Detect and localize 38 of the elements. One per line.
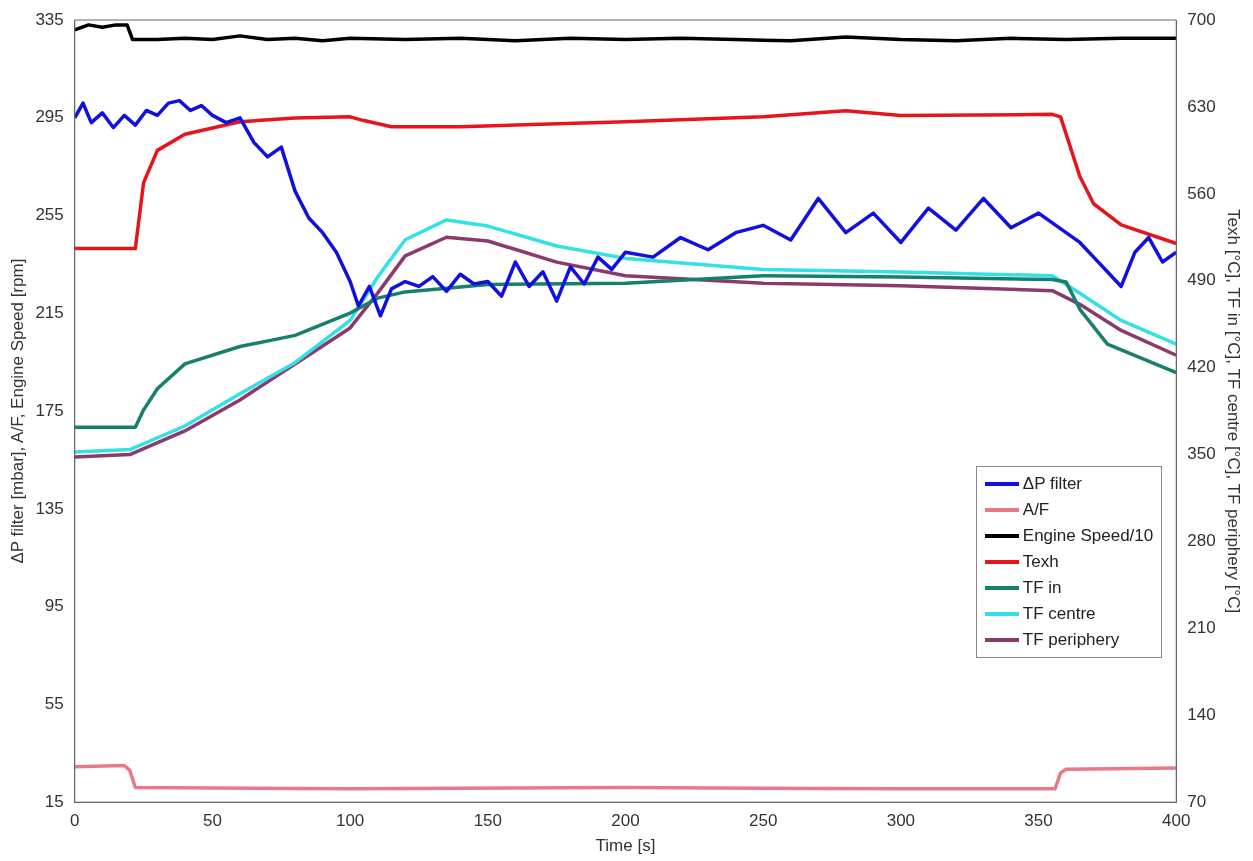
x-tick-label: 200 <box>611 811 640 831</box>
x-tick-label: 250 <box>749 811 778 831</box>
y2-tick-label: 700 <box>1187 9 1216 29</box>
legend-label: TF periphery <box>1022 629 1120 650</box>
x-tick-label: 400 <box>1162 811 1191 831</box>
x-axis-title: Time [s] <box>595 836 656 856</box>
y2-tick-label: 140 <box>1187 704 1216 724</box>
y2-tick-label: 560 <box>1187 183 1216 203</box>
y2-tick-label: 70 <box>1187 791 1207 811</box>
y-tick-label: 135 <box>35 498 64 518</box>
y-tick-label: 175 <box>35 400 64 420</box>
y-tick-label: 15 <box>44 791 64 811</box>
legend-label: A/F <box>1022 499 1050 520</box>
y2-tick-label: 630 <box>1187 96 1216 116</box>
y2-tick-label: 210 <box>1187 618 1216 638</box>
y2-tick-label: 490 <box>1187 270 1216 290</box>
y-tick-label: 335 <box>35 9 64 29</box>
legend-label: TF in <box>1022 577 1062 598</box>
legend-label: TF centre <box>1022 603 1096 624</box>
x-tick-label: 350 <box>1024 811 1053 831</box>
y2-tick-label: 420 <box>1187 357 1216 377</box>
y-tick-label: 215 <box>35 303 64 323</box>
x-tick-label: 300 <box>886 811 916 831</box>
x-tick-label: 150 <box>473 811 502 831</box>
legend-label: ΔP filter <box>1022 473 1083 494</box>
y-tick-label: 295 <box>35 107 64 127</box>
y2-tick-label: 280 <box>1187 531 1216 551</box>
legend-label: Engine Speed/10 <box>1022 525 1154 546</box>
x-tick-label: 50 <box>202 811 222 831</box>
x-tick-label: 100 <box>335 811 365 831</box>
y-tick-label: 55 <box>44 694 64 714</box>
legend-label: Texh <box>1022 551 1059 572</box>
y-tick-label: 255 <box>35 205 64 225</box>
y-axis-title: ΔP filter [mbar], A/F, Engine Speed [rpm] <box>7 258 27 564</box>
x-tick-label: 0 <box>70 811 80 831</box>
y2-tick-label: 350 <box>1187 444 1216 464</box>
y2-axis-title: Texh [°C], TF in [°C], TF centre [°C], TF periphery [°C] <box>1224 209 1244 614</box>
y-tick-label: 95 <box>44 596 64 616</box>
